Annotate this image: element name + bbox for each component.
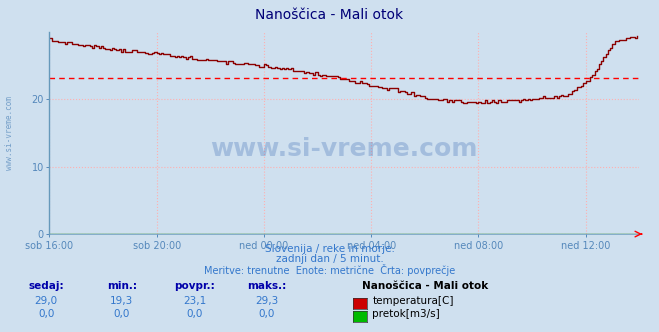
Text: 23,1: 23,1 bbox=[183, 296, 206, 306]
Text: 0,0: 0,0 bbox=[186, 309, 202, 319]
Text: 29,3: 29,3 bbox=[255, 296, 279, 306]
Text: zadnji dan / 5 minut.: zadnji dan / 5 minut. bbox=[275, 254, 384, 264]
Text: sedaj:: sedaj: bbox=[28, 281, 64, 290]
Text: Nanoščica - Mali otok: Nanoščica - Mali otok bbox=[256, 8, 403, 22]
Text: povpr.:: povpr.: bbox=[174, 281, 215, 290]
Text: 29,0: 29,0 bbox=[34, 296, 58, 306]
Text: 0,0: 0,0 bbox=[259, 309, 275, 319]
Text: Meritve: trenutne  Enote: metrične  Črta: povprečje: Meritve: trenutne Enote: metrične Črta: … bbox=[204, 264, 455, 276]
Text: 0,0: 0,0 bbox=[38, 309, 54, 319]
Text: Nanoščica - Mali otok: Nanoščica - Mali otok bbox=[362, 281, 489, 290]
Text: pretok[m3/s]: pretok[m3/s] bbox=[372, 309, 440, 319]
Text: maks.:: maks.: bbox=[247, 281, 287, 290]
Text: 0,0: 0,0 bbox=[114, 309, 130, 319]
Text: temperatura[C]: temperatura[C] bbox=[372, 296, 454, 306]
Text: min.:: min.: bbox=[107, 281, 137, 290]
Text: www.si-vreme.com: www.si-vreme.com bbox=[5, 96, 14, 170]
Text: Slovenija / reke in morje.: Slovenija / reke in morje. bbox=[264, 244, 395, 254]
Text: 19,3: 19,3 bbox=[110, 296, 134, 306]
Text: www.si-vreme.com: www.si-vreme.com bbox=[211, 137, 478, 161]
